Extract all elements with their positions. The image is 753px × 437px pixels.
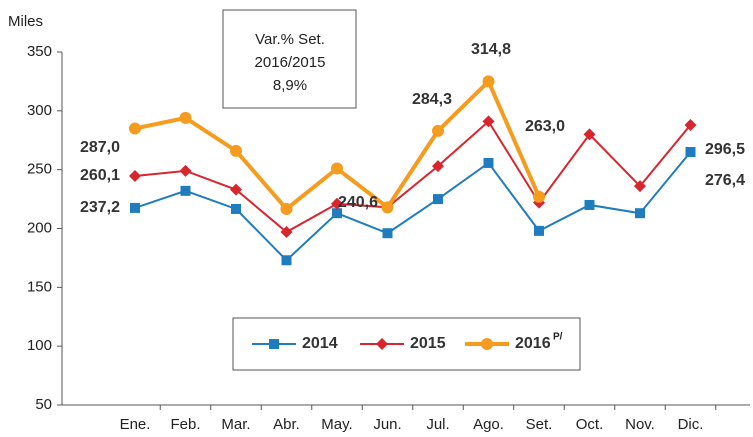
marker (281, 255, 292, 266)
y-tick-label: 200 (27, 219, 52, 236)
marker (533, 190, 545, 203)
y-tick-label: 250 (27, 161, 52, 178)
marker (432, 160, 444, 173)
annotation: 314,8 (471, 41, 511, 58)
annotation: 296,5 (705, 141, 745, 158)
x-tick-label: Mar. (221, 416, 250, 433)
marker (130, 202, 140, 213)
annotation: 287,0 (80, 139, 120, 156)
marker (684, 118, 697, 131)
x-tick-label: Dic. (678, 416, 704, 433)
annotation: 260,1 (80, 167, 120, 184)
marker (331, 162, 343, 175)
series-line (134, 119, 692, 234)
y-tick-label: 350 (27, 43, 52, 60)
legend-label: 2015 (410, 335, 446, 352)
marker (280, 202, 293, 215)
marker (634, 180, 646, 193)
marker (230, 144, 242, 157)
x-tick-label: Jul. (426, 416, 449, 433)
note-text: 8,9% (273, 77, 307, 94)
marker (331, 197, 343, 210)
y-tick-label: 100 (27, 337, 52, 354)
marker (432, 124, 444, 137)
marker (685, 147, 696, 158)
marker (179, 111, 192, 124)
y-tick-label: 300 (27, 102, 52, 119)
series-line (134, 151, 692, 262)
marker (376, 338, 388, 350)
annotation: 284,3 (412, 91, 452, 108)
x-tick-label: Ene. (120, 416, 151, 433)
marker (230, 183, 242, 196)
marker (534, 225, 544, 236)
y-tick-label: 150 (27, 278, 52, 295)
note-text: 2016/2015 (255, 54, 326, 71)
marker (482, 115, 495, 128)
marker (481, 338, 493, 350)
marker (180, 185, 191, 196)
y-axis-label: Miles (8, 13, 43, 30)
marker (583, 128, 596, 141)
annotation: 240,6 (338, 194, 378, 211)
legend-label: 2016 (515, 335, 551, 352)
x-tick-label: Oct. (576, 416, 604, 433)
marker (129, 170, 141, 183)
marker (482, 75, 495, 88)
note-box (222, 9, 357, 109)
annotation: 237,2 (80, 199, 120, 216)
marker (635, 208, 645, 219)
marker (231, 203, 241, 214)
x-tick-label: Feb. (170, 416, 200, 433)
marker (382, 228, 393, 239)
note-text: Var.% Set. (255, 31, 325, 48)
x-tick-label: Ago. (473, 416, 504, 433)
marker (129, 122, 141, 135)
legend-label: 2014 (302, 335, 338, 352)
x-tick-label: May. (321, 416, 352, 433)
annotation: 263,0 (525, 118, 565, 135)
x-tick-label: Set. (526, 416, 553, 433)
marker (332, 208, 342, 219)
marker (280, 226, 293, 239)
marker (483, 157, 494, 168)
x-tick-label: Nov. (625, 416, 655, 433)
x-tick-label: Jun. (373, 416, 401, 433)
marker (179, 164, 192, 177)
marker (433, 194, 443, 205)
legend-superscript: P/ (553, 332, 563, 343)
x-tick-label: Abr. (273, 416, 300, 433)
y-tick-label: 50 (35, 396, 52, 413)
marker (584, 199, 595, 210)
marker (269, 339, 279, 349)
annotation: 276,4 (705, 172, 745, 189)
marker (381, 201, 394, 214)
